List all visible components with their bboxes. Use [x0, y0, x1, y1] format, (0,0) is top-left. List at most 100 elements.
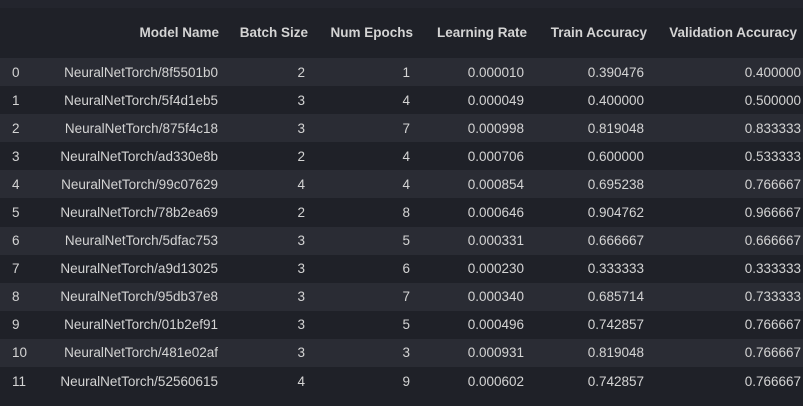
table-row: 11 NeuralNetTorch/52560615 4 9 0.000602 0.742… — [0, 367, 803, 396]
model-name-cell: NeuralNetTorch/52560615 — [60, 373, 218, 389]
learning-rate-cell: 0.000931 — [467, 345, 524, 361]
model-name-cell: NeuralNetTorch/5f4d1eb5 — [64, 92, 218, 108]
model-name-cell: NeuralNetTorch/a9d13025 — [60, 261, 218, 277]
model-name-cell: NeuralNetTorch/95db37e8 — [60, 289, 218, 305]
learning-rate-cell: 0.000340 — [467, 289, 524, 305]
header-model-name: Model Name — [139, 25, 219, 40]
model-name-cell: NeuralNetTorch/99c07629 — [61, 176, 218, 192]
row-index: 9 — [12, 317, 20, 333]
table-row: 1 NeuralNetTorch/5f4d1eb5 3 4 0.000049 0.4000… — [0, 86, 803, 115]
num-epochs-cell: 4 — [402, 92, 410, 108]
validation-accuracy-cell: 0.966667 — [744, 205, 801, 221]
table-row: 6 NeuralNetTorch/5dfac753 3 5 0.000331 0.6666… — [0, 226, 803, 255]
header-row: Model Name Batch Size Num Epochs Learnin… — [0, 8, 803, 58]
validation-accuracy-cell: 0.766667 — [744, 345, 801, 361]
learning-rate-cell: 0.000602 — [467, 373, 524, 389]
num-epochs-cell: 5 — [402, 233, 410, 249]
table-row: 4 NeuralNetTorch/99c07629 4 4 0.000854 0.6952… — [0, 170, 803, 199]
batch-size-cell: 4 — [297, 373, 305, 389]
learning-rate-cell: 0.000049 — [467, 92, 524, 108]
batch-size-cell: 2 — [297, 205, 305, 221]
validation-accuracy-cell: 0.766667 — [744, 176, 801, 192]
header-index — [0, 8, 31, 58]
row-index: 10 — [12, 345, 28, 361]
model-name-cell: NeuralNetTorch/5dfac753 — [64, 233, 218, 249]
table-row: 3 NeuralNetTorch/ad330e8b 2 4 0.000706 0.6000… — [0, 142, 803, 171]
num-epochs-cell: 7 — [402, 289, 410, 305]
model-name-cell: NeuralNetTorch/ad330e8b — [60, 148, 218, 164]
header-learning-rate: Learning Rate — [436, 25, 527, 40]
validation-accuracy-cell: 0.333333 — [744, 261, 801, 277]
row-index: 3 — [12, 148, 20, 164]
validation-accuracy-cell: 0.666667 — [744, 233, 801, 249]
table-row: 5 NeuralNetTorch/78b2ea69 2 8 0.000646 0.9047… — [0, 198, 803, 227]
train-accuracy-cell: 0.333333 — [587, 261, 644, 277]
learning-rate-cell: 0.000998 — [467, 120, 524, 136]
row-index: 8 — [12, 289, 20, 305]
batch-size-cell: 3 — [297, 120, 305, 136]
dataframe-table: Model Name Batch Size Num Epochs Learnin… — [0, 8, 803, 396]
header-train-accuracy: Train Accuracy — [550, 25, 647, 40]
row-index: 6 — [12, 233, 20, 249]
row-index: 11 — [12, 373, 27, 389]
train-accuracy-cell: 0.600000 — [587, 148, 644, 164]
num-epochs-cell: 1 — [402, 64, 410, 80]
validation-accuracy-cell: 0.766667 — [744, 373, 801, 389]
validation-accuracy-cell: 0.533333 — [744, 148, 801, 164]
validation-accuracy-cell: 0.733333 — [744, 289, 801, 305]
row-index: 7 — [12, 261, 20, 277]
num-epochs-cell: 4 — [402, 148, 410, 164]
row-index: 0 — [12, 64, 20, 80]
num-epochs-cell: 9 — [402, 373, 410, 389]
batch-size-cell: 3 — [297, 261, 305, 277]
batch-size-cell: 3 — [297, 233, 305, 249]
row-index: 1 — [12, 92, 20, 108]
header-batch-size: Batch Size — [239, 25, 308, 40]
train-accuracy-cell: 0.904762 — [587, 205, 644, 221]
table-row: 10 NeuralNetTorch/481e02af 3 3 0.000931 0.819… — [0, 338, 803, 368]
learning-rate-cell: 0.000646 — [467, 205, 524, 221]
validation-accuracy-cell: 0.500000 — [744, 92, 801, 108]
batch-size-cell: 2 — [297, 64, 305, 80]
num-epochs-cell: 3 — [402, 345, 410, 361]
validation-accuracy-cell: 0.766667 — [744, 317, 801, 333]
learning-rate-cell: 0.000230 — [467, 261, 524, 277]
model-name-cell: NeuralNetTorch/78b2ea69 — [60, 205, 218, 221]
table-header: Model Name Batch Size Num Epochs Learnin… — [0, 8, 803, 58]
learning-rate-cell: 0.000010 — [467, 64, 524, 80]
batch-size-cell: 3 — [297, 289, 305, 305]
learning-rate-cell: 0.000854 — [467, 176, 524, 192]
train-accuracy-cell: 0.390476 — [587, 64, 644, 80]
table-row: 8 NeuralNetTorch/95db37e8 3 7 0.000340 0.6857… — [0, 282, 803, 311]
num-epochs-cell: 5 — [402, 317, 410, 333]
train-accuracy-cell: 0.685714 — [587, 289, 644, 305]
learning-rate-cell: 0.000706 — [467, 148, 524, 164]
batch-size-cell: 3 — [297, 345, 305, 361]
model-name-cell: NeuralNetTorch/01b2ef91 — [64, 317, 218, 333]
num-epochs-cell: 6 — [402, 261, 410, 277]
header-num-epochs: Num Epochs — [330, 25, 413, 40]
output-top-strip — [0, 0, 803, 8]
row-index: 5 — [12, 205, 20, 221]
header-validation-accuracy: Validation Accuracy — [669, 25, 797, 40]
train-accuracy-cell: 0.742857 — [587, 373, 644, 389]
train-accuracy-cell: 0.666667 — [587, 233, 644, 249]
validation-accuracy-cell: 0.400000 — [744, 64, 801, 80]
learning-rate-cell: 0.000331 — [467, 233, 524, 249]
train-accuracy-cell: 0.400000 — [587, 92, 644, 108]
train-accuracy-cell: 0.819048 — [587, 345, 644, 361]
batch-size-cell: 3 — [297, 92, 305, 108]
num-epochs-cell: 8 — [402, 205, 410, 221]
num-epochs-cell: 4 — [402, 176, 410, 192]
batch-size-cell: 4 — [297, 176, 305, 192]
row-index: 4 — [12, 176, 20, 192]
batch-size-cell: 3 — [297, 317, 305, 333]
table-row: 9 NeuralNetTorch/01b2ef91 3 5 0.000496 0.7428… — [0, 310, 803, 339]
batch-size-cell: 2 — [297, 148, 305, 164]
table-row: 0 NeuralNetTorch/8f5501b0 2 1 0.000010 0.3904… — [0, 58, 803, 87]
model-name-cell: NeuralNetTorch/481e02af — [64, 345, 218, 361]
learning-rate-cell: 0.000496 — [467, 317, 524, 333]
table-row: 7 NeuralNetTorch/a9d13025 3 6 0.000230 0.3333… — [0, 254, 803, 283]
num-epochs-cell: 7 — [402, 120, 410, 136]
